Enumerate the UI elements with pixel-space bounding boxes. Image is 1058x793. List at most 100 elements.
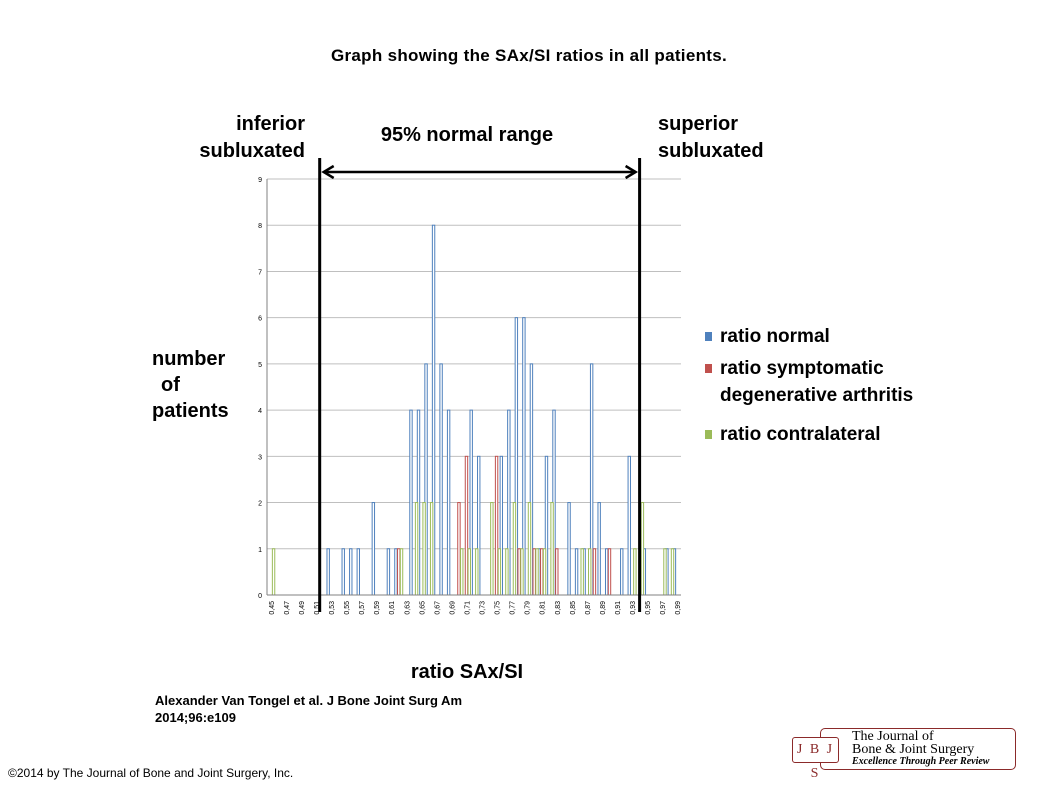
bar-3-0,81 — [542, 548, 547, 596]
logo-line-2: Bone & Joint Surgery — [852, 742, 975, 757]
x-tick-label-0,45: 0,45 — [269, 601, 276, 615]
bar-3-0,79 — [527, 502, 532, 596]
x-tick-label-0,57: 0,57 — [359, 601, 366, 615]
bar-1-0,64 — [409, 409, 413, 596]
bar-1-0,61 — [386, 548, 391, 596]
y-tick-label-9: 9 — [258, 177, 262, 184]
x-tick-label-0,79: 0,79 — [525, 601, 532, 615]
inferior-label-line-1: inferior — [236, 113, 305, 135]
x-tick-label-0,67: 0,67 — [434, 601, 441, 615]
x-tick-label-0,77: 0,77 — [510, 601, 517, 615]
bar-1-0,57 — [356, 548, 360, 596]
x-tick-label-0,95: 0,95 — [645, 601, 652, 615]
bar-3-0,94 — [640, 502, 645, 596]
citation-line-1: Alexander Van Tongel et al. J Bone Joint… — [155, 693, 463, 708]
citation: Alexander Van Tongel et al. J Bone Joint… — [155, 692, 462, 726]
bar-1-0,56 — [349, 548, 353, 596]
bar-1-0,89 — [597, 502, 601, 596]
bar-2-0,62 — [397, 548, 401, 596]
bar-1-0,93 — [627, 455, 631, 596]
legend-swatch-2 — [705, 364, 712, 373]
x-tick-label-0,75: 0,75 — [495, 601, 502, 615]
bar-3-0,45 — [271, 548, 276, 596]
bar-2-0,78 — [517, 548, 521, 596]
bar-3-0,71 — [467, 548, 471, 596]
inferior-label-line-2: subluxated — [199, 140, 305, 162]
bar-1-0,69 — [446, 409, 451, 596]
y-tick-label-3: 3 — [258, 454, 262, 461]
y-axis-label-line-2: of — [161, 374, 180, 396]
figure-title: Graph showing the SAx/SI ratios in all p… — [330, 46, 728, 65]
bar-2-0,71 — [464, 455, 469, 596]
x-tick-label-0,89: 0,89 — [600, 601, 607, 615]
legend-label-1: ratio normal — [720, 326, 830, 347]
bar-1-0,59 — [371, 502, 376, 596]
legend-label-2-line-2: degenerative arthritis — [720, 385, 913, 406]
bar-3-0,78 — [520, 548, 524, 596]
bar-1-0,86 — [574, 548, 579, 596]
bar-3-0,62 — [399, 548, 404, 596]
copyright-notice: ©2014 by The Journal of Bone and Joint S… — [8, 766, 294, 780]
bar-3-0,74 — [490, 502, 494, 596]
bar-3-0,65 — [422, 502, 426, 596]
y-axis-label-line-1: number — [152, 348, 226, 370]
citation-line-2: 2014;96:e109 — [155, 710, 236, 725]
bar-1-0,55 — [341, 548, 345, 596]
bar-3-0,80 — [535, 548, 539, 596]
logo-abbrev: J B J S — [792, 737, 839, 781]
y-tick-label-2: 2 — [258, 501, 262, 508]
x-tick-labels: 0,45 0,47 0,49 0,51 0,53 0,55 0,57 0,59 0,61 0,63… — [269, 601, 682, 615]
bar-3-0,77 — [512, 502, 517, 596]
legend: ratio normal ratio symptomatic degenerativ… — [705, 326, 913, 445]
bar-3-0,64 — [414, 502, 419, 596]
axis-labels: ratio SAx/SI number of patients — [152, 348, 523, 683]
x-tick-label-0,99: 0,99 — [675, 601, 682, 615]
x-tick-label-0,51: 0,51 — [314, 601, 321, 615]
superior-label-line-2: subluxated — [658, 140, 764, 162]
x-tick-label-0,93: 0,93 — [630, 601, 637, 615]
bar-3-0,66 — [429, 502, 434, 596]
legend-swatch-1 — [705, 332, 712, 341]
jbjs-logo: J B J S The Journal of Bone & Joint Surg… — [790, 728, 1016, 781]
bar-2-0,90 — [607, 548, 612, 596]
x-tick-label-0,73: 0,73 — [480, 601, 487, 615]
y-tick-label-8: 8 — [258, 223, 262, 230]
grid-lines — [267, 178, 681, 596]
bar-3-0,97 — [663, 548, 667, 596]
x-tick-label-0,47: 0,47 — [284, 601, 291, 615]
y-tick-label-0: 0 — [258, 593, 262, 600]
bar-3-0,93 — [633, 548, 637, 596]
y-tick-label-4: 4 — [258, 408, 262, 415]
x-tick-label-0,53: 0,53 — [329, 601, 336, 615]
x-tick-label-0,71: 0,71 — [464, 601, 471, 615]
bar-1-0,53 — [326, 548, 330, 596]
x-tick-label-0,61: 0,61 — [389, 601, 396, 615]
y-tick-label-7: 7 — [258, 269, 262, 276]
x-tick-label-0,55: 0,55 — [344, 601, 351, 615]
axes — [266, 179, 681, 596]
range-arrow-right-head — [624, 164, 639, 180]
legend-label-2-line-1: ratio symptomatic — [720, 358, 884, 379]
y-tick-labels: 0 1 2 3 4 5 6 7 8 9 — [258, 177, 262, 600]
logo-line-1: The Journal of — [852, 729, 934, 744]
bar-2-0,75 — [494, 455, 499, 596]
range-label: 95% normal range — [381, 124, 553, 146]
y-tick-label-1: 1 — [258, 547, 262, 554]
x-tick-label-0,97: 0,97 — [660, 601, 667, 615]
bar-2-0,83 — [555, 548, 559, 596]
y-tick-label-5: 5 — [258, 362, 262, 369]
bar-1-0,90 — [604, 548, 609, 596]
bar-2-0,70 — [457, 502, 461, 596]
x-tick-label-0,69: 0,69 — [449, 601, 456, 615]
x-tick-label-0,65: 0,65 — [419, 601, 426, 615]
y-axis-label-line-3: patients — [152, 400, 229, 422]
bar-1-0,92 — [620, 548, 624, 596]
x-tick-label-0,63: 0,63 — [404, 601, 411, 615]
x-tick-label-0,85: 0,85 — [570, 601, 577, 615]
bar-1-0,62 — [394, 548, 398, 596]
bar-3-0,82 — [550, 502, 554, 596]
x-tick-label-0,59: 0,59 — [374, 601, 381, 615]
x-tick-label-0,49: 0,49 — [299, 601, 306, 615]
bar-3-0,70 — [460, 548, 464, 596]
